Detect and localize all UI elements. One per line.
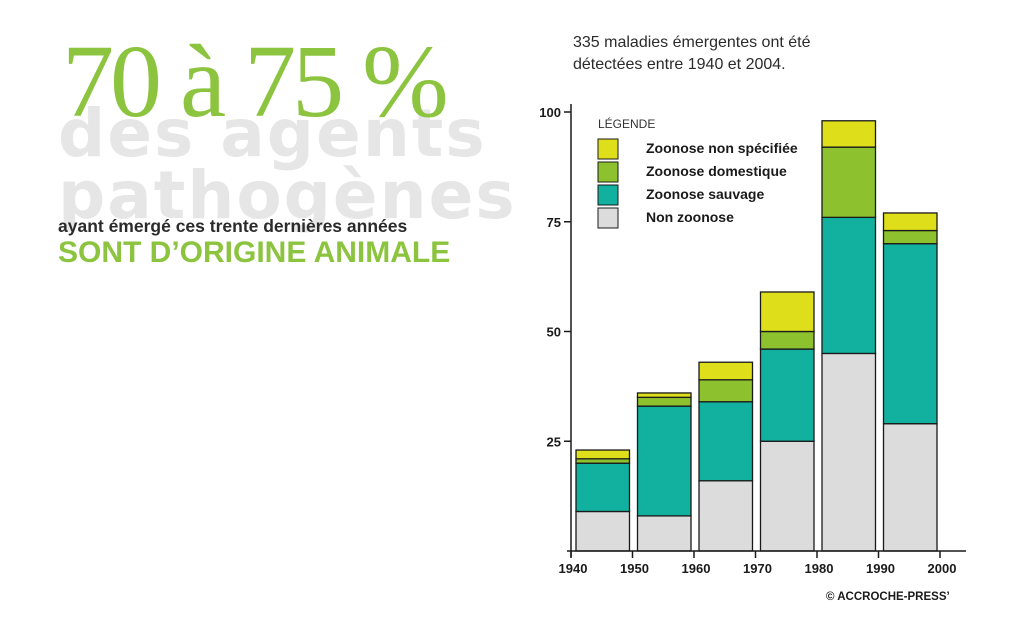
legend-title: LÉGENDE [598, 116, 655, 131]
headline: 70 à 75 % des agents pathogènes ayant ém… [58, 24, 517, 269]
legend-swatch-zoonose-domestique [597, 161, 619, 183]
headline-subline: ayant émergé ces trente dernières années [58, 216, 408, 236]
bar-segment-1960s-non-zoonose [698, 480, 754, 552]
bar-segment-1970s-zoonose-non-sp-cifi-e [759, 291, 815, 333]
bar-segment-1960s-zoonose-sauvage [698, 401, 754, 482]
legend-label-non-zoonose: Non zoonose [646, 209, 734, 225]
y-tick-label-50: 50 [547, 325, 561, 340]
bar-segment-1970s-zoonose-sauvage [759, 348, 815, 442]
bar-segment-1950s-zoonose-sauvage [636, 405, 692, 517]
bar-segment-1960s-zoonose-domestique [698, 379, 754, 403]
x-tick-label-1950: 1950 [620, 561, 649, 576]
legend-swatch-zoonose-non-sp-cifi-e [597, 138, 619, 160]
bar-segment-1940s-non-zoonose [575, 510, 631, 552]
bar-segment-1940s-zoonose-sauvage [575, 462, 631, 513]
headline-percent: 70 à 75 % [62, 24, 449, 139]
chart-subtitle-line-2: détectées entre 1940 et 2004. [573, 56, 786, 73]
headline-main-line: SONT D’ORIGINE ANIMALE [58, 236, 451, 269]
bar-segment-1960s-zoonose-non-sp-cifi-e [698, 361, 754, 381]
y-tick-label-25: 25 [547, 434, 561, 449]
bar-segment-1950s-non-zoonose [636, 515, 692, 552]
bar-segment-1970s-non-zoonose [759, 440, 815, 552]
x-tick-label-1970: 1970 [743, 561, 772, 576]
headline-grey-line-2: pathogènes [58, 157, 517, 234]
bar-segment-1980s-zoonose-domestique [821, 146, 877, 219]
x-tick-label-1960: 1960 [682, 561, 711, 576]
bar-segment-1950s-zoonose-domestique [636, 396, 692, 407]
bar-segment-1980s-non-zoonose [821, 352, 877, 552]
legend-label-zoonose-non-sp-cifi-e: Zoonose non spécifiée [646, 140, 798, 156]
x-tick-label-1990: 1990 [866, 561, 895, 576]
bar-segment-1970s-zoonose-domestique [759, 330, 815, 350]
x-tick-label-1940: 1940 [559, 561, 588, 576]
bar-segment-1990s-zoonose-sauvage [882, 243, 938, 425]
legend-label-zoonose-domestique: Zoonose domestique [646, 163, 787, 179]
bar-segment-1990s-zoonose-non-sp-cifi-e [882, 212, 938, 232]
bar-segment-1950s-zoonose-non-sp-cifi-e [636, 392, 692, 398]
y-tick-label-75: 75 [547, 215, 561, 230]
legend-swatch-zoonose-sauvage [597, 184, 619, 206]
x-tick-label-2000: 2000 [928, 561, 957, 576]
bar-segment-1940s-zoonose-domestique [575, 458, 631, 464]
legend-swatch-non-zoonose [597, 207, 619, 229]
headline-grey-line-1: des agents [58, 95, 487, 172]
chart-subtitle-line-1: 335 maladies émergentes ont été [573, 34, 811, 51]
y-tick-label-100: 100 [539, 105, 561, 120]
chart-subtitle: 335 maladies émergentes ont été détectée… [573, 32, 810, 76]
copyright-notice: © ACCROCHE-PRESS’ [826, 591, 950, 603]
bar-segment-1990s-non-zoonose [882, 423, 938, 552]
bar-segment-1940s-zoonose-non-sp-cifi-e [575, 449, 631, 460]
legend-label-zoonose-sauvage: Zoonose sauvage [646, 186, 764, 202]
bar-segment-1990s-zoonose-domestique [882, 229, 938, 245]
bar-segment-1980s-zoonose-non-sp-cifi-e [821, 120, 877, 148]
bar-segment-1980s-zoonose-sauvage [821, 216, 877, 355]
x-tick-label-1980: 1980 [805, 561, 834, 576]
